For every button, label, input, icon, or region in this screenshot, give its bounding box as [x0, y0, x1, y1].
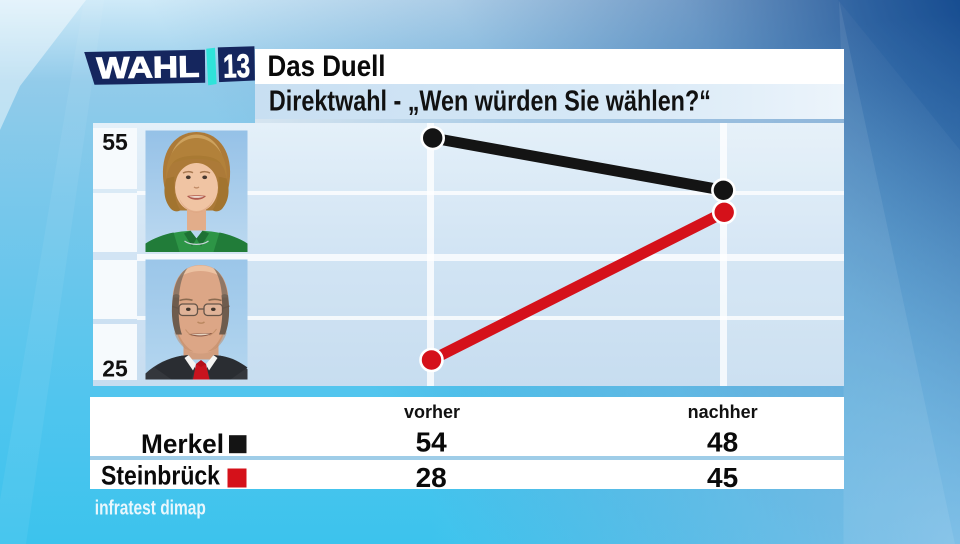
svg-text:WAHL: WAHL [96, 51, 200, 86]
svg-text:vorher: vorher [404, 402, 460, 422]
svg-text:Direktwahl - „Wen würden Sie w: Direktwahl - „Wen würden Sie wählen?“ [269, 85, 711, 117]
svg-text:Merkel: Merkel [141, 429, 224, 459]
svg-text:nachher: nachher [688, 402, 758, 422]
svg-text:45: 45 [707, 462, 738, 493]
svg-text:54: 54 [416, 427, 448, 458]
svg-text:25: 25 [102, 356, 128, 382]
svg-text:Das Duell: Das Duell [268, 50, 386, 83]
svg-text:55: 55 [102, 129, 128, 155]
svg-text:infratest dimap: infratest dimap [95, 498, 206, 520]
svg-text:28: 28 [416, 462, 447, 493]
svg-text:Steinbrück: Steinbrück [101, 460, 221, 490]
svg-text:48: 48 [707, 427, 738, 458]
svg-text:13: 13 [223, 47, 251, 85]
